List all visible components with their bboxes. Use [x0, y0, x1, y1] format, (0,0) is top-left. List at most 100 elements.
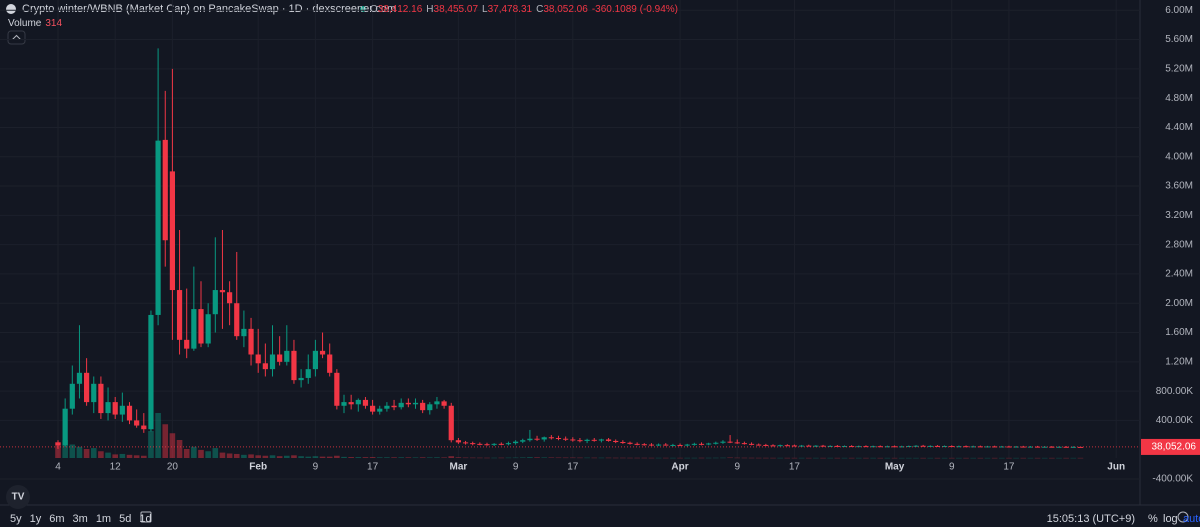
- volume-bar: [319, 456, 326, 458]
- volume-label: Volume: [8, 18, 42, 29]
- candle-body: [176, 290, 183, 340]
- volume-bar: [841, 457, 848, 459]
- volume-bar: [362, 457, 369, 458]
- candle-body: [698, 443, 705, 445]
- volume-bar: [527, 457, 533, 458]
- volume-bar: [662, 457, 669, 459]
- time-display[interactable]: 15:05:13 (UTC+9): [1047, 513, 1135, 525]
- last-price-tag: [1141, 438, 1200, 455]
- calendar-icon[interactable]: [140, 511, 152, 523]
- candle-body: [541, 437, 547, 440]
- volume-bar: [820, 457, 826, 459]
- candle-body: [184, 339, 190, 349]
- volume-bar: [334, 455, 340, 458]
- volume-bar: [634, 457, 640, 459]
- candle-body: [348, 402, 354, 405]
- volume-bar: [291, 455, 297, 458]
- logo-mark: TV: [12, 492, 25, 503]
- candle-body: [748, 443, 755, 445]
- candle-body: [448, 405, 454, 441]
- volume-bar: [863, 457, 869, 459]
- candle-body: [269, 354, 276, 370]
- volume-bar: [734, 457, 741, 459]
- y-tick-label: 4.40M: [1165, 122, 1193, 133]
- settings-icon[interactable]: [1177, 511, 1189, 523]
- volume-bar: [83, 449, 90, 458]
- candle-body: [834, 445, 840, 447]
- auto-toggle[interactable]: auto: [1183, 513, 1200, 525]
- candle-body: [691, 443, 697, 445]
- collapse-button[interactable]: [7, 30, 26, 45]
- volume-bar: [870, 457, 876, 459]
- candle-body: [877, 446, 883, 448]
- candle-body: [398, 402, 404, 408]
- volume-bar: [1056, 457, 1062, 459]
- volume-bar: [148, 431, 154, 458]
- volume-bar: [512, 457, 519, 459]
- percent-toggle[interactable]: %: [1148, 513, 1158, 525]
- candle-body: [899, 446, 905, 448]
- volume-bar: [384, 457, 390, 458]
- volume-bar: [348, 457, 354, 458]
- volume-bar: [641, 457, 648, 459]
- volume-bar: [219, 452, 226, 458]
- volume-bar: [755, 457, 762, 459]
- candle-body: [291, 350, 297, 381]
- log-toggle[interactable]: log: [1163, 513, 1178, 525]
- candle-body: [377, 408, 383, 412]
- volume-bar: [741, 457, 748, 459]
- candle-body: [434, 401, 440, 405]
- candle-body: [1034, 446, 1041, 448]
- candle-body: [670, 444, 676, 446]
- volume-bar: [884, 457, 891, 459]
- candle-body: [119, 405, 125, 415]
- volume-bar: [305, 456, 312, 458]
- candle-body: [98, 383, 104, 414]
- candle-body: [555, 437, 562, 439]
- y-tick-label: 1.20M: [1165, 356, 1193, 367]
- volume-bar: [963, 457, 969, 459]
- candle-body: [777, 445, 783, 447]
- ohlc-key: O: [370, 4, 378, 15]
- candle-body: [305, 369, 311, 378]
- candle-body: [319, 350, 326, 355]
- ohlc-key: H: [426, 4, 433, 15]
- range-button[interactable]: 6m: [49, 513, 64, 525]
- volume-bar: [691, 457, 698, 459]
- volume-bar: [791, 457, 798, 459]
- volume-bar: [119, 453, 126, 458]
- candle-body: [384, 405, 390, 409]
- candle-body: [648, 444, 655, 446]
- candle-body: [112, 402, 118, 415]
- volume-bar: [55, 442, 61, 458]
- volume-bar: [805, 457, 812, 459]
- candle-body: [627, 442, 633, 444]
- volume-bar: [90, 448, 97, 458]
- volume-bar: [405, 457, 412, 458]
- candle-body: [155, 140, 161, 315]
- x-tick-label: 12: [110, 462, 122, 473]
- candle-body: [927, 445, 933, 447]
- volume-bar: [498, 457, 505, 459]
- range-button[interactable]: 1m: [96, 513, 111, 525]
- candle-body: [820, 445, 826, 447]
- volume-bar: [813, 457, 819, 459]
- range-button[interactable]: 1d: [139, 513, 151, 525]
- range-button[interactable]: 5y: [10, 513, 22, 525]
- range-button[interactable]: 1y: [30, 513, 42, 525]
- volume-legend: Volume 314: [8, 18, 62, 29]
- candle-body: [620, 442, 626, 444]
- range-button[interactable]: 5d: [119, 513, 131, 525]
- volume-bar: [391, 457, 397, 458]
- candle-body: [720, 441, 726, 443]
- volume-bar: [1077, 457, 1084, 459]
- volume-bar: [1006, 457, 1012, 459]
- volume-bar: [848, 457, 855, 459]
- range-button[interactable]: 3m: [73, 513, 88, 525]
- volume-bar: [1034, 457, 1041, 459]
- candle-body: [255, 354, 261, 364]
- candle-body: [126, 405, 133, 421]
- volume-bar: [491, 457, 497, 459]
- volume-bar: [627, 457, 633, 459]
